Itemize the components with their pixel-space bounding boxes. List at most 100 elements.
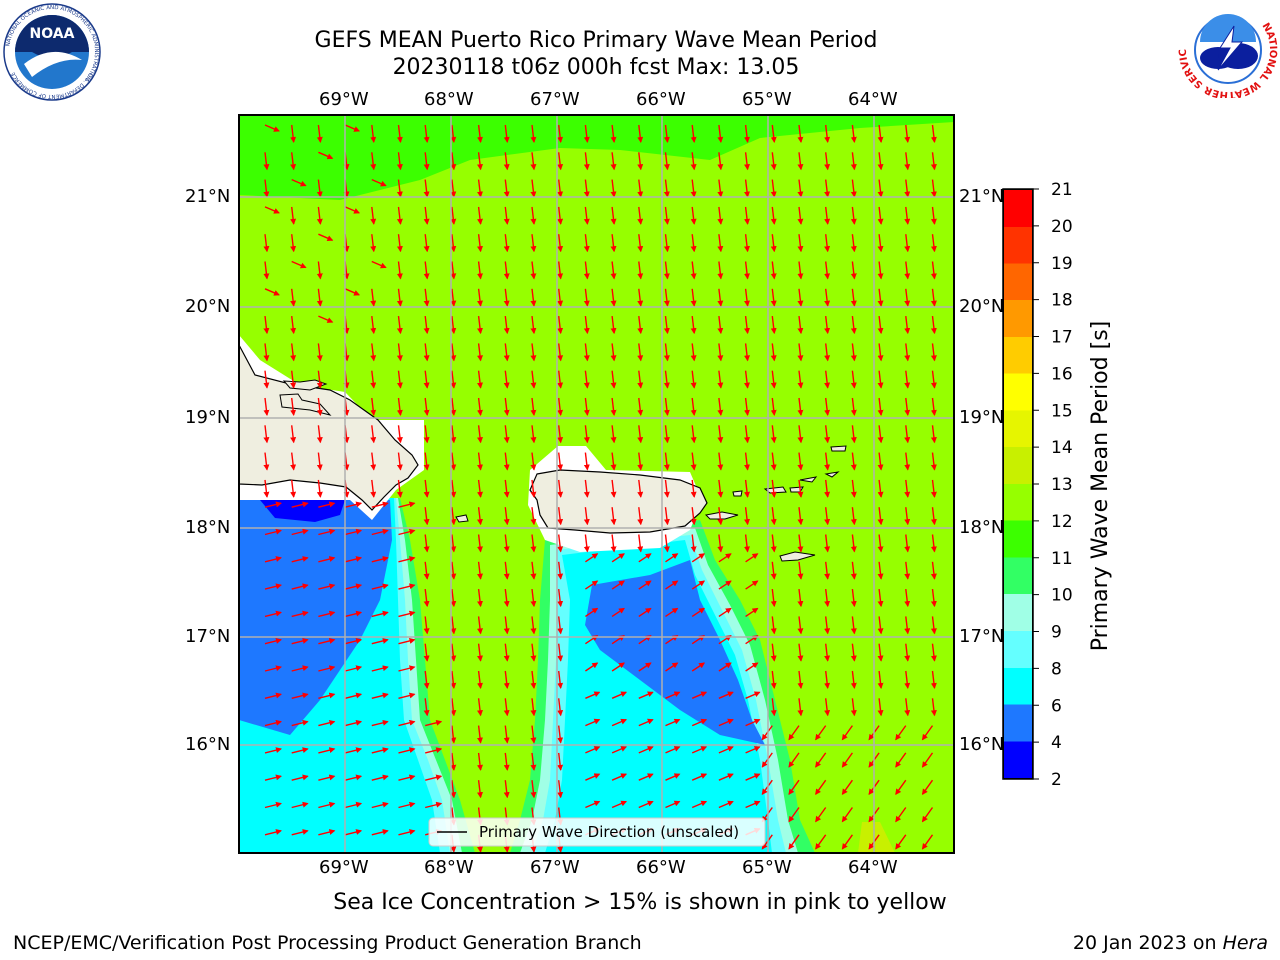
wave-direction-arrow bbox=[503, 616, 510, 635]
wave-direction-arrow bbox=[930, 479, 937, 498]
timestamp: 20 Jan 2023 on Hera bbox=[1073, 932, 1268, 954]
wave-direction-arrow bbox=[530, 479, 537, 498]
wave-direction-arrow bbox=[850, 479, 857, 498]
wave-direction-arrow bbox=[610, 397, 617, 416]
wave-direction-arrow bbox=[291, 638, 309, 645]
wave-direction-arrow bbox=[690, 316, 697, 335]
wave-direction-arrow bbox=[663, 124, 670, 143]
wave-direction-arrow bbox=[264, 747, 282, 754]
wave-direction-arrow bbox=[877, 507, 884, 526]
colorbar-tick-label: 8 bbox=[1051, 659, 1062, 679]
wave-direction-arrow bbox=[717, 397, 724, 416]
wave-direction-arrow bbox=[264, 610, 282, 618]
wave-direction-arrow bbox=[663, 234, 670, 253]
wave-direction-arrow bbox=[797, 316, 804, 335]
wave-direction-arrow bbox=[583, 397, 590, 416]
wave-direction-arrow bbox=[318, 774, 336, 781]
wave-direction-arrow bbox=[396, 206, 403, 225]
wave-direction-arrow bbox=[637, 124, 644, 143]
wave-direction-arrow bbox=[344, 583, 363, 590]
wave-direction-arrow bbox=[637, 206, 644, 225]
wave-direction-arrow bbox=[477, 397, 483, 416]
wave-direction-arrow bbox=[503, 698, 510, 717]
wave-direction-arrow bbox=[291, 501, 309, 508]
wave-direction-arrow bbox=[665, 607, 679, 617]
wave-direction-arrow bbox=[744, 397, 750, 416]
wave-direction-arrow bbox=[797, 479, 804, 498]
wave-direction-arrow bbox=[585, 691, 601, 699]
wave-direction-arrow bbox=[850, 698, 857, 717]
wave-direction-arrow bbox=[824, 643, 831, 662]
wave-direction-arrow bbox=[717, 343, 724, 362]
wave-direction-arrow bbox=[530, 370, 537, 389]
wave-direction-arrow bbox=[477, 670, 483, 689]
wave-direction-arrow bbox=[290, 206, 297, 225]
wave-direction-arrow bbox=[344, 556, 363, 563]
colorbar-tick-label: 16 bbox=[1051, 364, 1073, 384]
wave-direction-arrow bbox=[398, 610, 416, 618]
wave-direction-arrow bbox=[877, 643, 884, 662]
wave-direction-arrow bbox=[423, 261, 430, 280]
wave-direction-arrow bbox=[291, 719, 309, 727]
wave-direction-arrow bbox=[263, 397, 270, 416]
wave-direction-arrow bbox=[797, 124, 804, 143]
wave-direction-arrow bbox=[557, 370, 564, 389]
wave-direction-arrow bbox=[371, 829, 389, 836]
colorbar-tick-label: 13 bbox=[1051, 475, 1073, 495]
wave-direction-arrow bbox=[930, 589, 937, 608]
wave-direction-arrow bbox=[585, 718, 601, 727]
wave-direction-arrow bbox=[718, 773, 734, 781]
wave-direction-arrow bbox=[744, 343, 750, 362]
lat-label-left-19n: 19°N bbox=[185, 407, 231, 428]
wave-direction-arrow bbox=[691, 718, 708, 727]
wave-direction-arrow bbox=[663, 316, 670, 335]
tortola-island bbox=[799, 476, 818, 483]
wave-direction-arrow bbox=[423, 343, 430, 362]
wave-direction-arrow bbox=[318, 233, 334, 241]
wave-direction-arrow bbox=[930, 561, 937, 580]
wave-direction-arrow bbox=[611, 607, 625, 617]
wave-direction-arrow bbox=[423, 425, 430, 444]
colorbar-tick-label: 4 bbox=[1051, 733, 1062, 753]
noaa-logo-text: NOAA bbox=[30, 26, 75, 42]
wave-direction-arrow bbox=[450, 698, 457, 717]
wave-direction-arrow bbox=[770, 288, 777, 307]
wave-direction-arrow bbox=[718, 746, 734, 754]
wave-direction-arrow bbox=[850, 234, 857, 253]
wave-direction-arrow bbox=[291, 801, 309, 809]
lat-label-right-17n: 17°N bbox=[959, 626, 1005, 647]
wave-direction-arrow bbox=[423, 561, 430, 580]
wave-direction-arrow bbox=[583, 370, 590, 389]
wave-direction-arrow bbox=[396, 452, 403, 471]
wave-direction-arrow bbox=[770, 616, 777, 635]
wave-direction-arrow bbox=[370, 479, 377, 498]
wave-direction-arrow bbox=[371, 501, 389, 508]
wave-direction-arrow bbox=[503, 425, 510, 444]
wave-direction-arrow bbox=[477, 780, 483, 799]
wave-direction-arrow bbox=[371, 583, 389, 590]
wave-direction-arrow bbox=[691, 580, 706, 590]
wave-direction-arrow bbox=[930, 643, 937, 662]
wave-direction-arrow bbox=[744, 316, 750, 335]
wave-direction-arrow bbox=[344, 829, 363, 836]
lon-label-top-69w: 69°W bbox=[319, 89, 369, 110]
wave-direction-arrow bbox=[425, 774, 443, 781]
wave-direction-arrow bbox=[930, 316, 937, 335]
wave-direction-arrow bbox=[824, 152, 831, 171]
wave-direction-arrow bbox=[611, 800, 628, 809]
wave-direction-arrow bbox=[745, 607, 759, 617]
wave-direction-arrow bbox=[877, 206, 884, 225]
wave-direction-arrow bbox=[396, 397, 403, 416]
wave-direction-arrow bbox=[877, 343, 884, 362]
wave-direction-arrow bbox=[477, 479, 483, 498]
colorbar-ticks: 2 4 6 8 9 10 11 12 13 14 15 16 17 18 19 20 21 bbox=[1033, 180, 1073, 790]
wave-direction-arrow bbox=[557, 397, 564, 416]
wave-direction-arrow bbox=[690, 234, 697, 253]
wave-direction-arrow bbox=[824, 370, 831, 389]
wave-direction-arrow bbox=[396, 152, 403, 171]
wave-direction-arrow bbox=[690, 479, 697, 498]
wave-direction-arrow bbox=[690, 534, 697, 553]
graticule bbox=[239, 115, 954, 853]
wave-direction-arrow bbox=[610, 370, 617, 389]
